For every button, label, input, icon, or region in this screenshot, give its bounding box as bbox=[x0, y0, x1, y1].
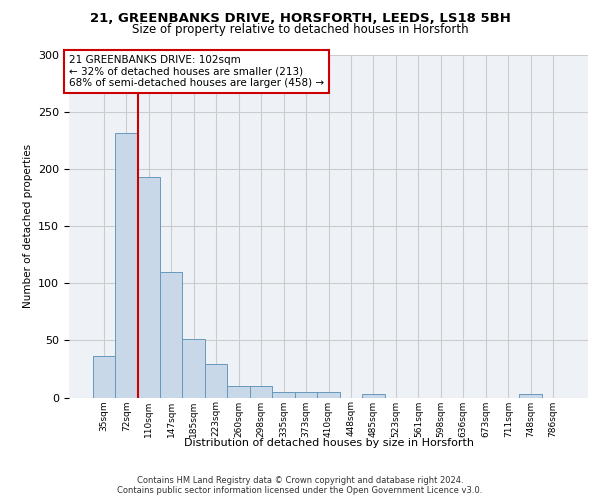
Bar bbox=[295, 392, 317, 398]
Text: 21 GREENBANKS DRIVE: 102sqm
← 32% of detached houses are smaller (213)
68% of se: 21 GREENBANKS DRIVE: 102sqm ← 32% of det… bbox=[69, 55, 324, 88]
Bar bbox=[205, 364, 227, 398]
Text: Size of property relative to detached houses in Horsforth: Size of property relative to detached ho… bbox=[131, 22, 469, 36]
Text: Contains HM Land Registry data © Crown copyright and database right 2024.
Contai: Contains HM Land Registry data © Crown c… bbox=[118, 476, 482, 495]
Bar bbox=[137, 177, 160, 398]
Bar bbox=[317, 392, 340, 398]
Bar bbox=[160, 272, 182, 398]
Bar bbox=[272, 392, 295, 398]
Bar bbox=[227, 386, 250, 398]
Bar bbox=[362, 394, 385, 398]
Bar bbox=[182, 340, 205, 398]
Y-axis label: Number of detached properties: Number of detached properties bbox=[23, 144, 32, 308]
Bar bbox=[250, 386, 272, 398]
Bar bbox=[520, 394, 542, 398]
Bar bbox=[115, 132, 137, 398]
Text: Distribution of detached houses by size in Horsforth: Distribution of detached houses by size … bbox=[184, 438, 474, 448]
Bar bbox=[92, 356, 115, 398]
Text: 21, GREENBANKS DRIVE, HORSFORTH, LEEDS, LS18 5BH: 21, GREENBANKS DRIVE, HORSFORTH, LEEDS, … bbox=[89, 12, 511, 26]
